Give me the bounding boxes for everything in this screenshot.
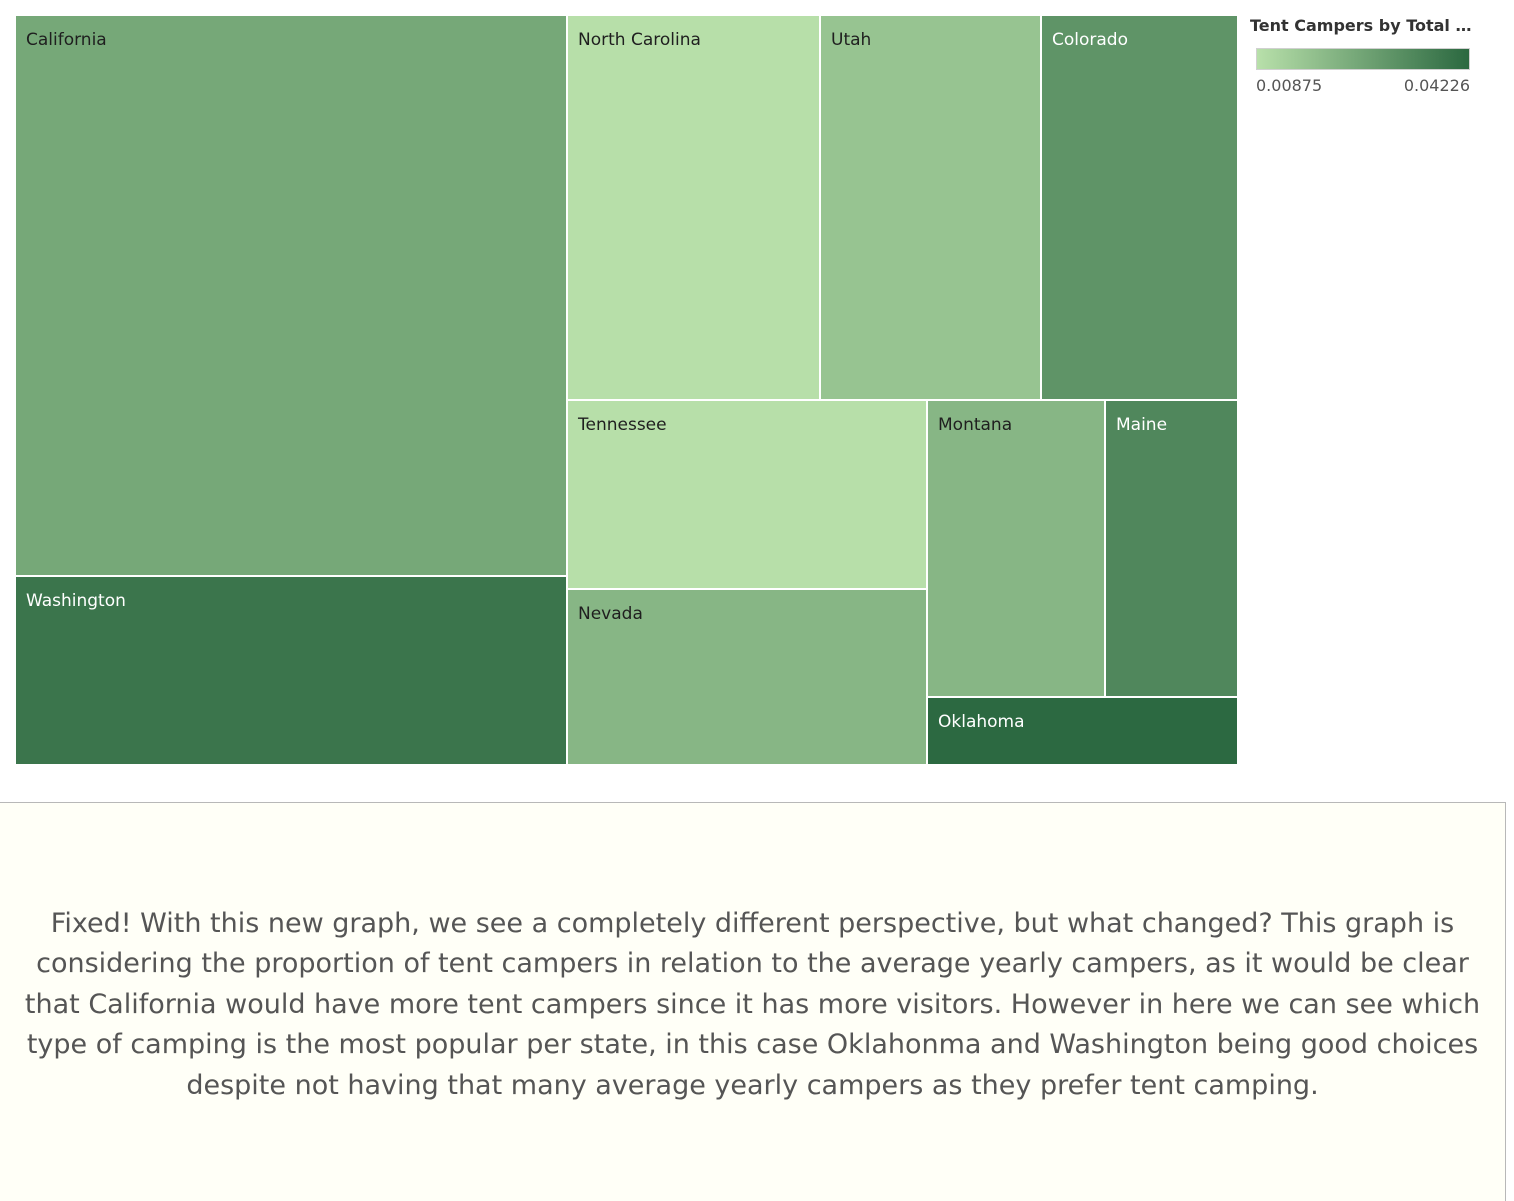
caption-box: Fixed! With this new graph, we see a com…: [0, 802, 1506, 1201]
tile-label-nevada: Nevada: [578, 604, 643, 624]
tile-north-carolina[interactable]: North Carolina: [567, 15, 820, 400]
tile-label-oklahoma: Oklahoma: [938, 712, 1025, 732]
legend-gradient-bar: [1256, 48, 1470, 70]
tile-label-colorado: Colorado: [1052, 30, 1128, 50]
tile-utah[interactable]: Utah: [820, 15, 1041, 400]
tile-washington[interactable]: Washington: [15, 576, 567, 765]
tile-label-tennessee: Tennessee: [578, 415, 667, 435]
treemap-chart: California Washington North Carolina Utah Co…: [15, 15, 1476, 765]
legend-title: Tent Campers by Total Vi...: [1250, 16, 1474, 35]
tile-label-utah: Utah: [831, 30, 872, 50]
tile-montana[interactable]: Montana: [927, 400, 1105, 697]
tile-oklahoma[interactable]: Oklahoma: [927, 697, 1238, 765]
color-legend: Tent Campers by Total Vi... 0.00875 0.04…: [1250, 16, 1476, 98]
legend-max-label: 0.04226: [1403, 76, 1470, 95]
tile-label-maine: Maine: [1116, 415, 1168, 435]
tile-colorado[interactable]: Colorado: [1041, 15, 1238, 400]
tile-tennessee[interactable]: Tennessee: [567, 400, 927, 589]
legend-ticks: 0.00875 0.04226: [1256, 76, 1470, 98]
tile-label-north-carolina: North Carolina: [578, 30, 701, 50]
tile-label-california: California: [26, 30, 107, 50]
caption-text: Fixed! With this new graph, we see a com…: [24, 907, 1481, 1101]
tile-nevada[interactable]: Nevada: [567, 589, 927, 765]
tile-label-montana: Montana: [938, 415, 1013, 435]
tile-california[interactable]: California: [15, 15, 567, 576]
legend-min-label: 0.00875: [1256, 76, 1323, 95]
tile-label-washington: Washington: [26, 591, 126, 611]
tile-maine[interactable]: Maine: [1105, 400, 1238, 697]
